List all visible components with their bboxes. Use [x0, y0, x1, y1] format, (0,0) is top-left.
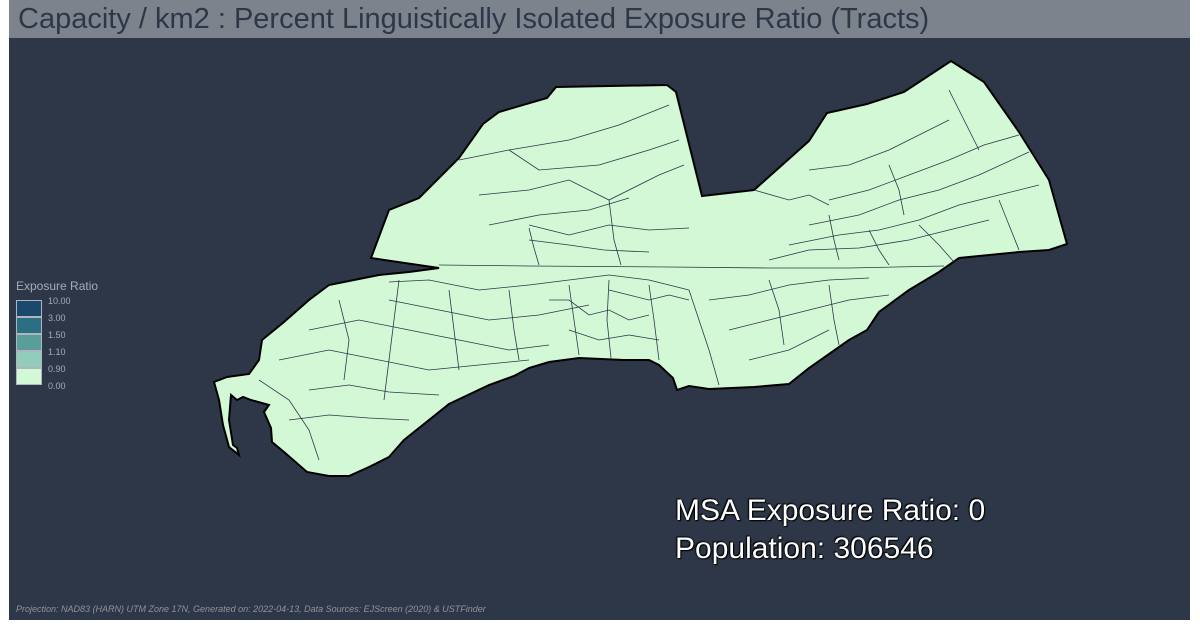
legend-swatch: [16, 300, 42, 317]
legend-item: 10.00: [16, 296, 98, 317]
legend-label: 0.90: [48, 364, 66, 374]
population-text: Population: 306546: [675, 532, 934, 565]
legend-swatch: [16, 317, 42, 334]
legend-item: 3.00: [16, 313, 98, 334]
legend-items: 10.00 3.00 1.50 1.10 0.90 0.00: [16, 296, 98, 402]
legend-item: 1.10: [16, 347, 98, 368]
legend-item: 0.00: [16, 381, 98, 402]
legend: Exposure Ratio 10.00 3.00 1.50 1.10 0.90: [16, 279, 98, 402]
footer-note: Projection: NAD83 (HARN) UTM Zone 17N, G…: [16, 604, 486, 614]
title-bar: Capacity / km2 : Percent Linguistically …: [9, 0, 1190, 38]
legend-item: 1.50: [16, 330, 98, 351]
msa-stats: MSA Exposure Ratio: 0 Population: 306546: [675, 492, 985, 568]
legend-item: 0.90: [16, 364, 98, 385]
legend-label: 10.00: [48, 296, 71, 306]
legend-swatch: [16, 351, 42, 368]
msa-boundary: [212, 59, 1069, 477]
map-canvas: [212, 59, 1069, 477]
legend-label: 3.00: [48, 313, 66, 323]
legend-title: Exposure Ratio: [16, 279, 99, 293]
map-title: Capacity / km2 : Percent Linguistically …: [18, 3, 930, 35]
tract-boundaries: [258, 89, 1040, 461]
exposure-ratio-text: MSA Exposure Ratio: 0: [675, 494, 986, 527]
legend-swatch-empty: [16, 385, 42, 402]
legend-label: 1.50: [48, 330, 66, 340]
legend-label: 1.10: [48, 347, 66, 357]
legend-label: 0.00: [48, 381, 66, 391]
legend-swatch: [16, 334, 42, 351]
legend-swatch: [16, 368, 42, 385]
map-frame: Capacity / km2 : Percent Linguistically …: [9, 0, 1190, 620]
